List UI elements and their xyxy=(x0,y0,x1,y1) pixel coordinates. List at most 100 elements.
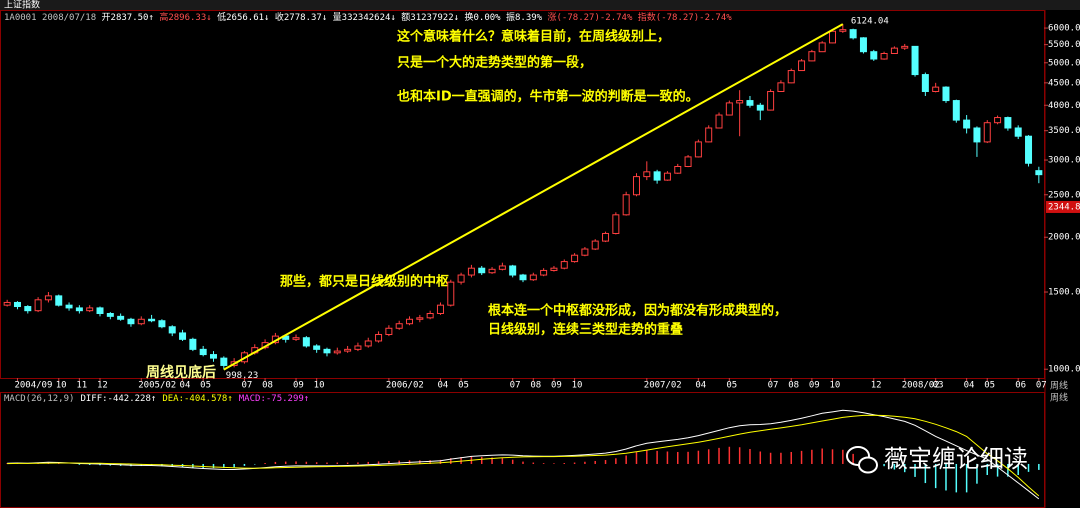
candle-body xyxy=(75,307,83,312)
candle-body xyxy=(292,337,300,340)
candle-body xyxy=(571,254,579,263)
header-item: 开2837.50↑ xyxy=(102,12,154,23)
y-tick-label: 4500.0 xyxy=(1048,78,1080,88)
candle-body xyxy=(209,354,217,359)
candle-body xyxy=(890,47,898,54)
candle-body xyxy=(436,304,444,315)
x-tick-label: 10 xyxy=(830,381,841,391)
candle-body xyxy=(798,60,806,72)
candle-body xyxy=(447,281,455,306)
candle-body xyxy=(767,90,775,111)
y-tick-label: 1500.0 xyxy=(1048,288,1080,298)
trend-line xyxy=(223,23,844,371)
watermark-icon xyxy=(846,446,878,474)
legend-entry: MACD:-75.299↑ xyxy=(239,394,309,404)
candle-body xyxy=(416,317,424,320)
candle-body xyxy=(550,267,558,271)
candle-body xyxy=(55,295,63,306)
candle-body xyxy=(117,315,125,320)
y-tick-label: 2500.0 xyxy=(1048,190,1080,200)
candle-body xyxy=(911,45,919,76)
candle-body xyxy=(24,306,32,312)
candle-body xyxy=(643,171,651,178)
x-tick-label: 04 xyxy=(437,381,448,391)
x-tick-label: 03 xyxy=(933,381,944,391)
x-tick-label: 11 xyxy=(76,381,87,391)
candle-body xyxy=(488,268,496,274)
header-item: 1A0001 xyxy=(4,13,37,23)
x-tick-label: 08 xyxy=(788,381,799,391)
x-tick-label: 10 xyxy=(314,381,325,391)
candle-body xyxy=(632,176,640,196)
candle-body xyxy=(829,30,837,44)
candle-body xyxy=(179,332,187,340)
candle-body xyxy=(777,82,785,92)
candle-body xyxy=(818,42,826,53)
y-tick-label: 5000.0 xyxy=(1048,58,1080,68)
candle-body xyxy=(952,100,960,121)
candle-body xyxy=(158,320,166,328)
macd-title: MACD(26,12,9) xyxy=(4,394,74,404)
chart-title: 上证指数 xyxy=(4,0,40,11)
candle-body xyxy=(323,348,331,354)
y-tick-label: 6000.0 xyxy=(1048,24,1080,34)
candle-body xyxy=(859,37,867,53)
candle-body xyxy=(1014,127,1022,137)
candle-body xyxy=(921,74,929,92)
header-item: 额31237922↓ xyxy=(401,11,459,23)
x-tick-label: 2007/02 xyxy=(644,381,682,391)
y-tick-label: 3500.0 xyxy=(1048,126,1080,136)
candle-body xyxy=(983,122,991,143)
candle-body xyxy=(313,345,321,350)
x-tick-label: 12 xyxy=(871,381,882,391)
title-strip xyxy=(0,0,1080,10)
period-label: 周线 xyxy=(1050,380,1068,392)
legend-entry: DIFF:-442.228↑ xyxy=(80,394,156,404)
candle-body xyxy=(963,119,971,129)
header-item: 振8.39% xyxy=(506,11,543,23)
macd-line xyxy=(7,409,1040,500)
legend-entry: DEA:-404.578↑ xyxy=(162,394,232,404)
x-tick-label: 2006/02 xyxy=(386,381,424,391)
y-tick-label: 1000.0 xyxy=(1048,365,1080,375)
candle-body xyxy=(973,127,981,143)
candle-body xyxy=(168,326,176,334)
x-tick-label: 04 xyxy=(964,381,975,391)
candle-body xyxy=(3,301,11,306)
candle-body xyxy=(199,348,207,356)
candle-body xyxy=(684,156,692,167)
annotation: 这个意味着什么？意味着目前，在周线级别上， xyxy=(397,29,670,45)
candle-body xyxy=(426,313,434,319)
macd-line xyxy=(7,414,1040,497)
candle-body xyxy=(715,114,723,129)
x-tick-label: 07 xyxy=(510,381,521,391)
candle-body xyxy=(591,240,599,250)
candle-body xyxy=(756,104,764,111)
candle-body xyxy=(86,307,94,312)
x-tick-label: 08 xyxy=(530,381,541,391)
x-tick-label: 05 xyxy=(984,381,995,391)
period-label: 周线 xyxy=(1050,392,1068,404)
candle-body xyxy=(1025,135,1033,164)
candle-body xyxy=(942,86,950,102)
candle-body xyxy=(395,323,403,329)
candle-body xyxy=(1004,117,1012,129)
candle-body xyxy=(674,165,682,174)
candle-body xyxy=(385,327,393,336)
annotation: 根本连一个中枢都没形成，因为都没有形成典型的， xyxy=(488,303,787,319)
x-tick-label: 05 xyxy=(458,381,469,391)
header-item: 换0.00% xyxy=(464,11,501,23)
quote-header: 1A0001 2008/07/18 开2837.50↑ 高2896.33↓ 低2… xyxy=(4,11,732,23)
candle-body xyxy=(127,318,135,325)
header-item: 高2896.33↓ xyxy=(159,11,211,23)
header-item: 量332342624↓ xyxy=(333,12,396,23)
x-tick-label: 2005/02 xyxy=(138,381,176,391)
x-tick-label: 12 xyxy=(97,381,108,391)
x-tick-label: 07 xyxy=(241,381,252,391)
candle-body xyxy=(694,141,702,158)
x-tick-label: 2008/02 xyxy=(902,381,940,391)
candle-body xyxy=(498,265,506,270)
candle-body xyxy=(529,274,537,281)
